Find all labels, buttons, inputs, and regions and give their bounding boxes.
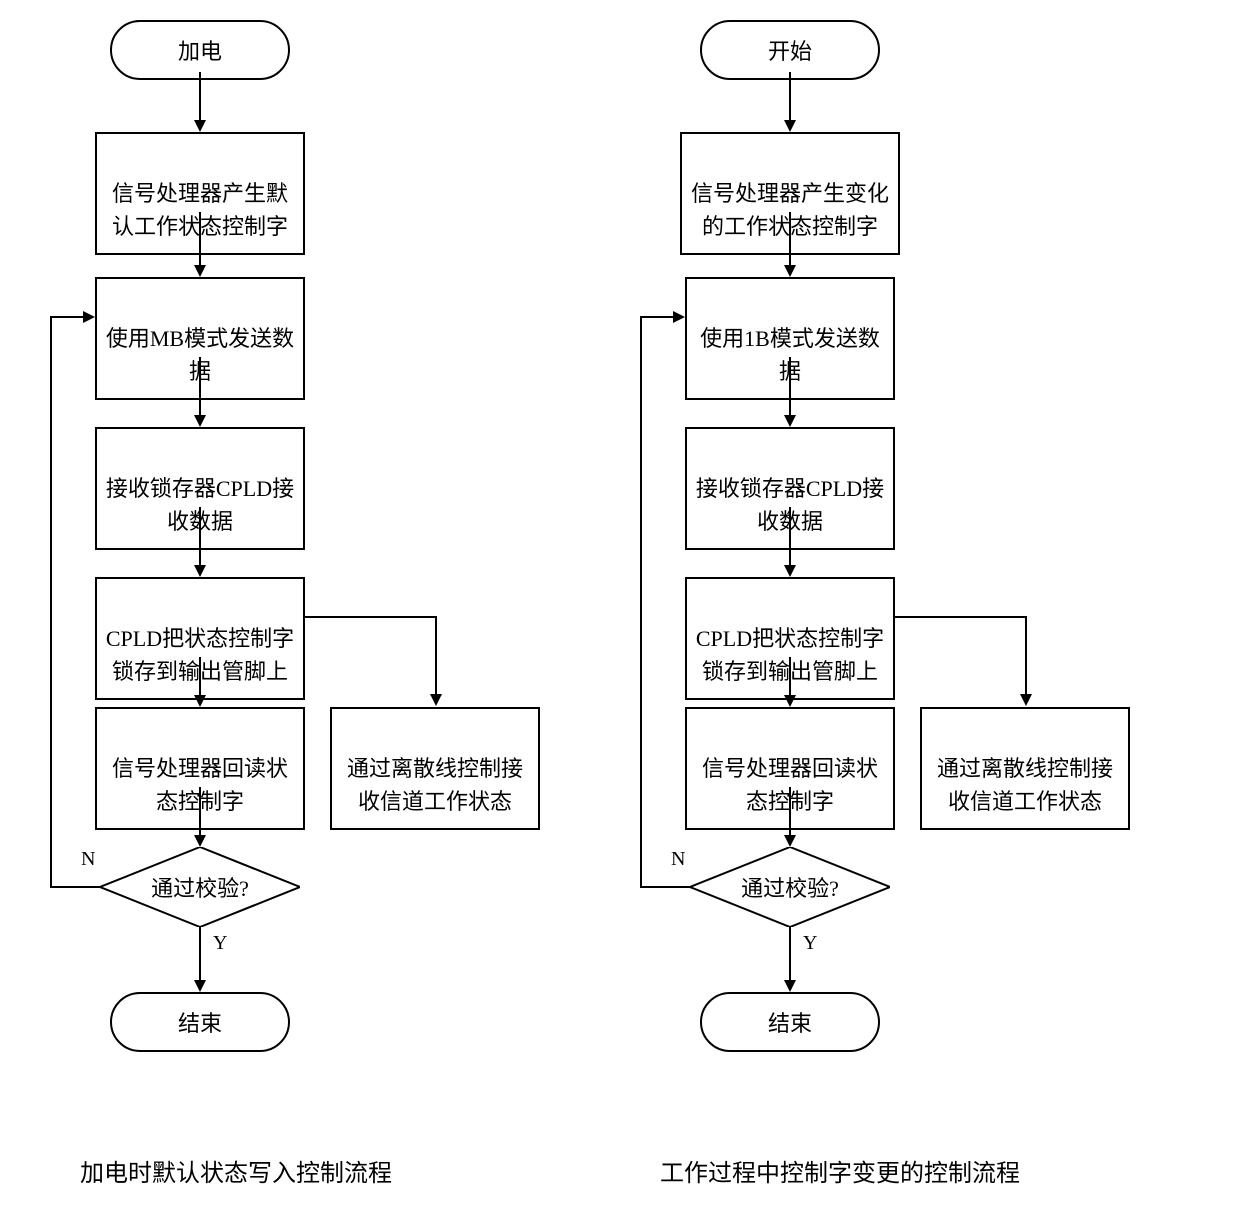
edge — [199, 357, 201, 417]
edge — [199, 657, 201, 697]
start-node: 加电 — [110, 20, 290, 80]
end-label: 结束 — [768, 1011, 812, 1036]
arrowhead — [194, 265, 206, 277]
arrowhead — [1020, 694, 1032, 706]
sidestep-label: 通过离散线控制接 收信道工作状态 — [937, 756, 1113, 814]
yes-label: Y — [800, 932, 820, 955]
caption-left: 加电时默认状态写入控制流程 — [80, 1153, 392, 1188]
edge — [789, 212, 791, 267]
edge — [640, 316, 642, 888]
edge — [50, 886, 100, 888]
process-sidestep: 通过离散线控制接 收信道工作状态 — [330, 707, 540, 830]
process-sidestep: 通过离散线控制接 收信道工作状态 — [920, 707, 1130, 830]
arrowhead — [784, 695, 796, 707]
end-node: 结束 — [700, 992, 880, 1052]
arrowhead — [194, 565, 206, 577]
arrowhead — [83, 311, 95, 323]
caption-right: 工作过程中控制字变更的控制流程 — [660, 1153, 1020, 1188]
edge — [50, 316, 52, 888]
arrowhead — [784, 835, 796, 847]
edge — [199, 212, 201, 267]
edge — [50, 316, 85, 318]
edge — [789, 787, 791, 837]
arrowhead — [194, 980, 206, 992]
edge — [199, 927, 201, 982]
no-label: N — [668, 848, 688, 871]
edge — [1025, 616, 1027, 696]
edge — [789, 357, 791, 417]
decision-node: 通过校验? — [690, 847, 890, 927]
edge — [305, 616, 435, 618]
edge — [895, 616, 1025, 618]
decision-label: 通过校验? — [151, 871, 249, 903]
edge — [199, 72, 201, 122]
no-label: N — [78, 848, 98, 871]
start-label: 开始 — [768, 39, 812, 64]
decision-node: 通过校验? — [100, 847, 300, 927]
start-label: 加电 — [178, 39, 222, 64]
arrowhead — [784, 415, 796, 427]
arrowhead — [784, 265, 796, 277]
arrowhead — [194, 695, 206, 707]
arrowhead — [784, 565, 796, 577]
end-label: 结束 — [178, 1011, 222, 1036]
yes-label: Y — [210, 932, 230, 955]
arrowhead — [194, 415, 206, 427]
edge — [789, 657, 791, 697]
edge — [199, 787, 201, 837]
arrowhead — [194, 120, 206, 132]
edge — [435, 616, 437, 696]
arrowhead — [784, 980, 796, 992]
edge — [640, 886, 690, 888]
decision-label: 通过校验? — [741, 871, 839, 903]
edge — [789, 927, 791, 982]
edge — [789, 507, 791, 567]
sidestep-label: 通过离散线控制接 收信道工作状态 — [347, 756, 523, 814]
edge — [789, 72, 791, 122]
edge — [640, 316, 675, 318]
arrowhead — [784, 120, 796, 132]
arrowhead — [430, 694, 442, 706]
edge — [199, 507, 201, 567]
end-node: 结束 — [110, 992, 290, 1052]
arrowhead — [673, 311, 685, 323]
arrowhead — [194, 835, 206, 847]
start-node: 开始 — [700, 20, 880, 80]
